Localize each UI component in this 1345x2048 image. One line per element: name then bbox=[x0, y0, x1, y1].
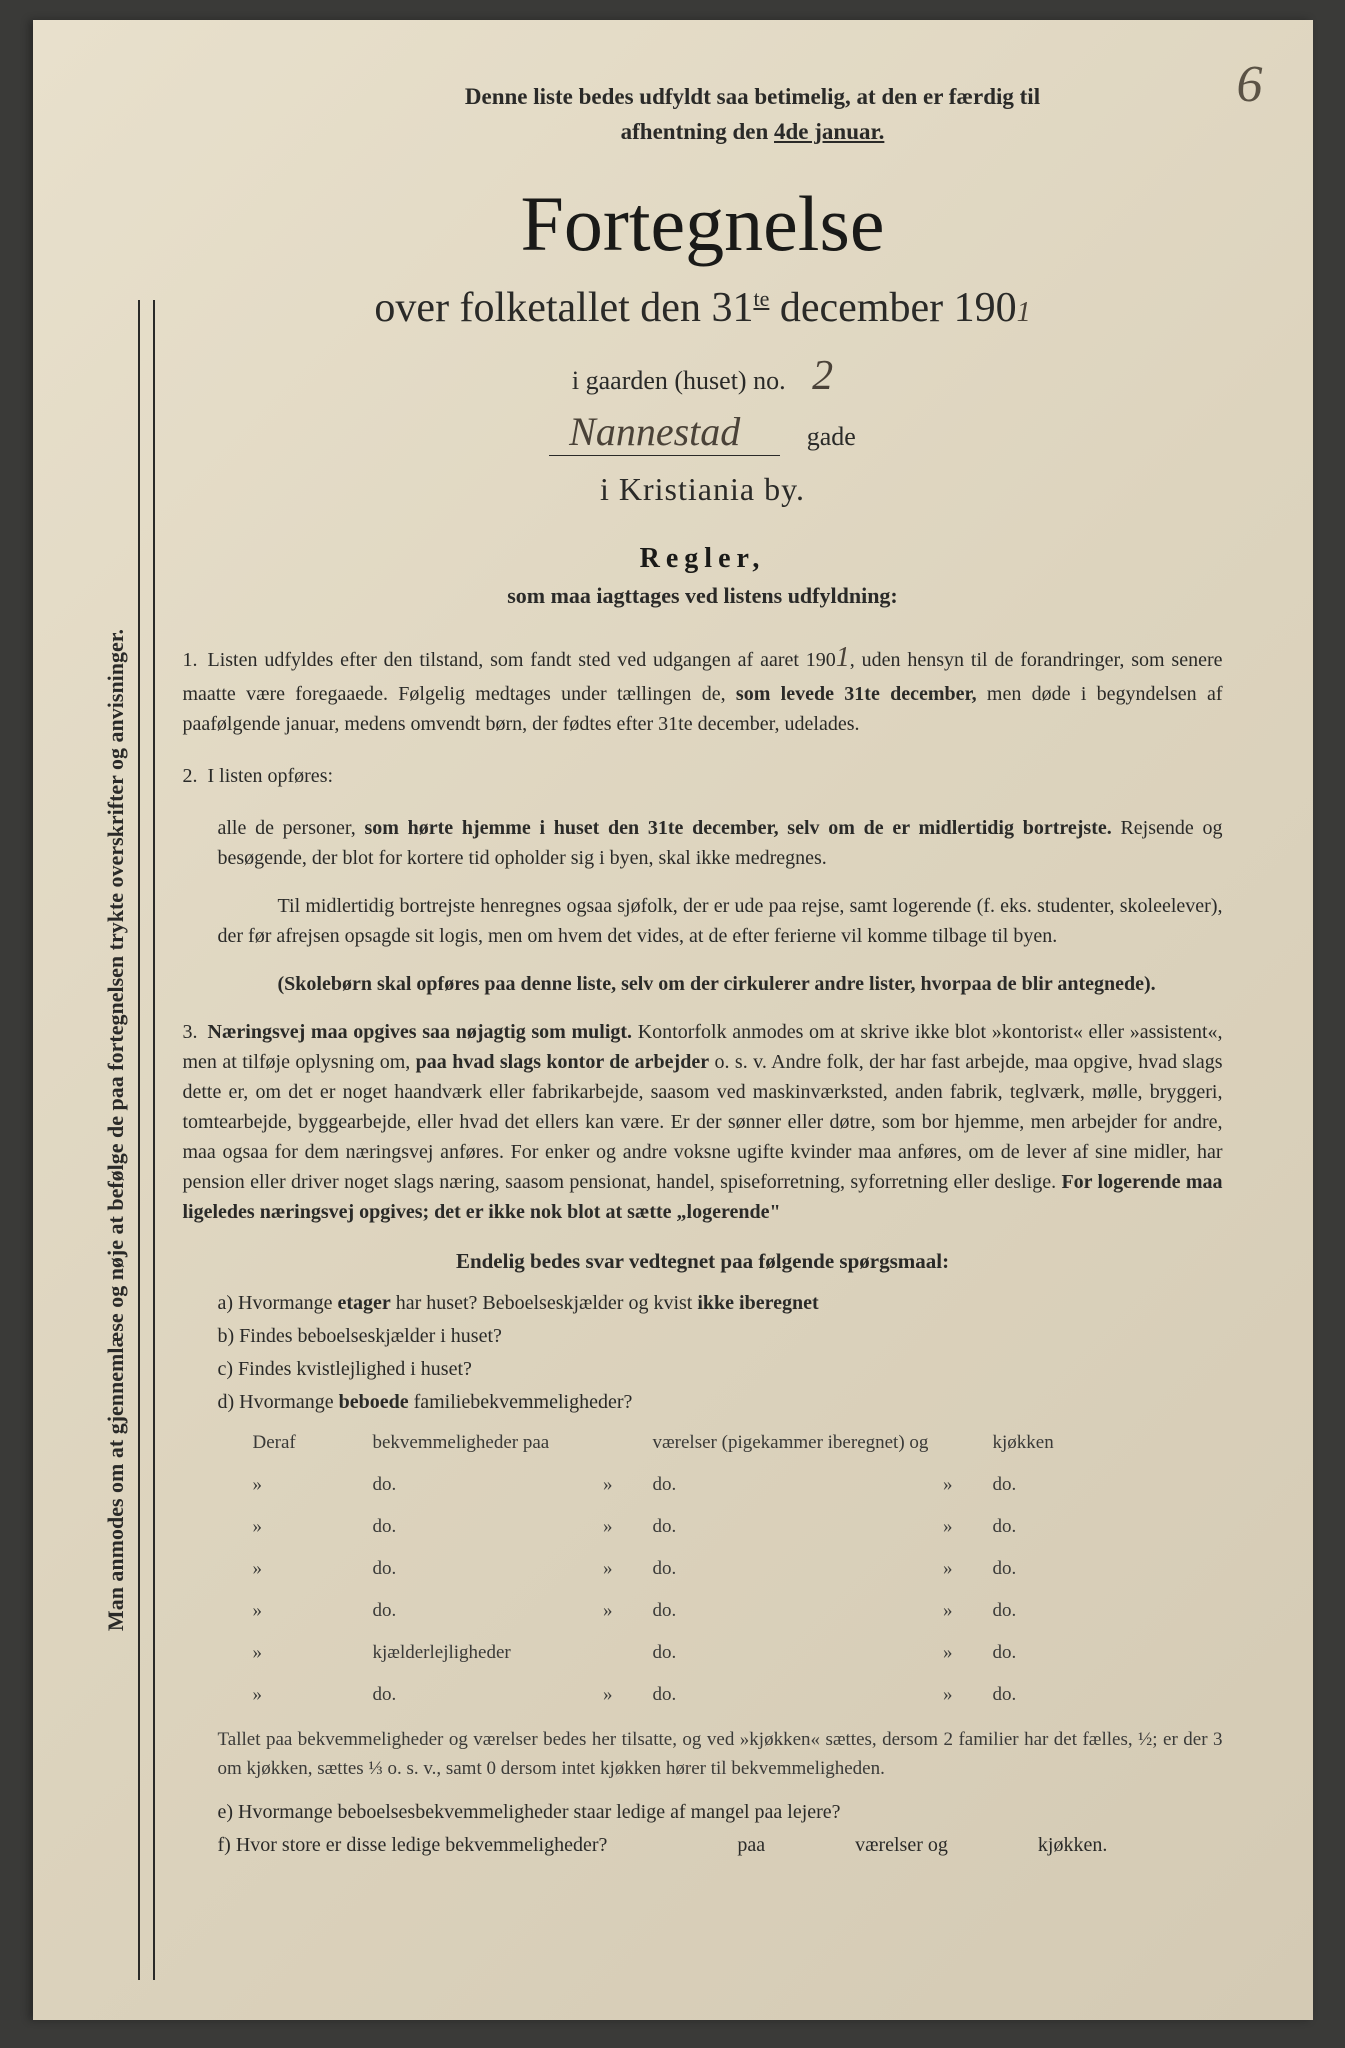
subtitle-suffix: december 190 bbox=[769, 285, 1016, 331]
qd-end: familiebekvemmeligheder? bbox=[409, 1391, 633, 1413]
rule-2-bold2: (Skolebørn skal opføres paa denne liste,… bbox=[218, 969, 1223, 999]
qa-bold2: ikke iberegnet bbox=[697, 1292, 818, 1314]
question-b: b) Findes beboelseskjælder i huset? bbox=[218, 1325, 1223, 1348]
subtitle-prefix: over folketallet den 31 bbox=[374, 285, 753, 331]
table-row: » do.» do.» do. bbox=[253, 1474, 1223, 1496]
header-line2-prefix: afhentning den bbox=[621, 119, 774, 144]
rules-subheading: som maa iagttages ved listens udfyldning… bbox=[183, 583, 1223, 609]
subtitle: over folketallet den 31te december 1901 bbox=[183, 284, 1223, 332]
rule-3: 3.Næringsvej maa opgives saa nøjagtig so… bbox=[183, 1017, 1223, 1227]
rule1-bold: som levede 31te december, bbox=[736, 683, 977, 705]
vertical-rule-right bbox=[153, 300, 155, 1980]
rules-heading: Regler, bbox=[183, 543, 1223, 575]
rule1-year: 1 bbox=[836, 642, 850, 673]
question-e: e) Hvormange beboelsesbekvemmeligheder s… bbox=[218, 1801, 1223, 1824]
header-date: 4de januar. bbox=[774, 119, 884, 144]
street-line: Nannestad gade bbox=[183, 408, 1223, 456]
rule-1: 1.Listen udfyldes efter den tilstand, so… bbox=[183, 637, 1223, 739]
th-deraf: Deraf bbox=[253, 1432, 373, 1454]
page-number: 6 bbox=[1237, 55, 1263, 114]
rule3-bold2: paa hvad slags kontor de arbejder bbox=[416, 1051, 709, 1073]
house-number: 2 bbox=[812, 353, 833, 399]
qa-bold: etager bbox=[337, 1292, 390, 1314]
vertical-rule-left bbox=[138, 300, 140, 1980]
rule2-intro: I listen opføres: bbox=[208, 765, 334, 787]
qd-bold: beboede bbox=[339, 1391, 409, 1413]
final-heading: Endelig bedes svar vedtegnet paa følgend… bbox=[183, 1249, 1223, 1274]
th-kjok: kjøkken bbox=[993, 1432, 1133, 1454]
rule2-bold: som hørte hjemme i huset den 31te decemb… bbox=[364, 817, 1111, 839]
rule1-text: Listen udfyldes efter den tilstand, som … bbox=[208, 649, 836, 671]
table-row: » do.» do.» do. bbox=[253, 1516, 1223, 1538]
footer-note: Tallet paa bekvemmeligheder og værelser … bbox=[218, 1726, 1223, 1783]
question-a: a) Hvormange etager har huset? Beboelses… bbox=[218, 1292, 1223, 1315]
question-c: c) Findes kvistlejlighed i huset? bbox=[218, 1358, 1223, 1381]
table-header-row: Deraf bekvemmeligheder paa værelser (pig… bbox=[253, 1432, 1223, 1454]
subtitle-sup: te bbox=[753, 286, 769, 311]
vertical-instruction: Man anmodes om at gjennemlæse og nøje at… bbox=[103, 280, 129, 1980]
qf-end: kjøkken. bbox=[1038, 1834, 1107, 1856]
table-row: » do.» do.» do. bbox=[253, 1684, 1223, 1706]
rule2-text: alle de personer, bbox=[218, 817, 365, 839]
rule3-bold: Næringsvej maa opgives saa nøjagtig som … bbox=[208, 1021, 633, 1043]
header-instruction: Denne liste bedes udfyldt saa betimelig,… bbox=[283, 80, 1223, 149]
amenities-table: Deraf bekvemmeligheder paa værelser (pig… bbox=[253, 1432, 1223, 1706]
rule2-bold2-text: (Skolebørn skal opføres paa denne liste,… bbox=[278, 973, 1156, 995]
qf-text: f) Hvor store er disse ledige bekvemmeli… bbox=[218, 1834, 608, 1856]
city-line: i Kristiania by. bbox=[183, 471, 1223, 508]
table-row: » do.» do.» do. bbox=[253, 1600, 1223, 1622]
qf-mid: paa bbox=[737, 1834, 765, 1856]
table-row: » kjælderlejligheder do.» do. bbox=[253, 1642, 1223, 1664]
rule-2-para2: Til midlertidig bortrejste henregnes ogs… bbox=[218, 891, 1223, 951]
house-number-line: i gaarden (huset) no. 2 bbox=[183, 352, 1223, 400]
rule-2-intro: 2.I listen opføres: bbox=[183, 761, 1223, 791]
question-f: f) Hvor store er disse ledige bekvemmeli… bbox=[218, 1834, 1223, 1857]
th-vaer: værelser (pigekammer iberegnet) og bbox=[653, 1432, 993, 1454]
qa-end: har huset? Beboelseskjælder og kvist bbox=[391, 1292, 698, 1314]
th-bekv: bekvemmeligheder paa bbox=[373, 1432, 653, 1454]
gade-label: gade bbox=[807, 422, 856, 451]
table-row: » do.» do.» do. bbox=[253, 1558, 1223, 1580]
main-title: Fortegnelse bbox=[183, 179, 1223, 269]
qd-prefix: d) Hvormange bbox=[218, 1391, 339, 1413]
street-name: Nannestad bbox=[549, 408, 780, 456]
qf-mid2: værelser og bbox=[855, 1834, 948, 1856]
rule-2-body: alle de personer, som hørte hjemme i hus… bbox=[218, 813, 1223, 873]
year-handwritten: 1 bbox=[1017, 297, 1031, 328]
qa-prefix: a) Hvormange bbox=[218, 1292, 338, 1314]
header-line1: Denne liste bedes udfyldt saa betimelig,… bbox=[465, 84, 1040, 109]
document-page: 6 Man anmodes om at gjennemlæse og nøje … bbox=[33, 20, 1313, 2020]
gaarden-label: i gaarden (huset) no. bbox=[572, 366, 786, 395]
question-d: d) Hvormange beboede familiebekvemmeligh… bbox=[218, 1391, 1223, 1414]
